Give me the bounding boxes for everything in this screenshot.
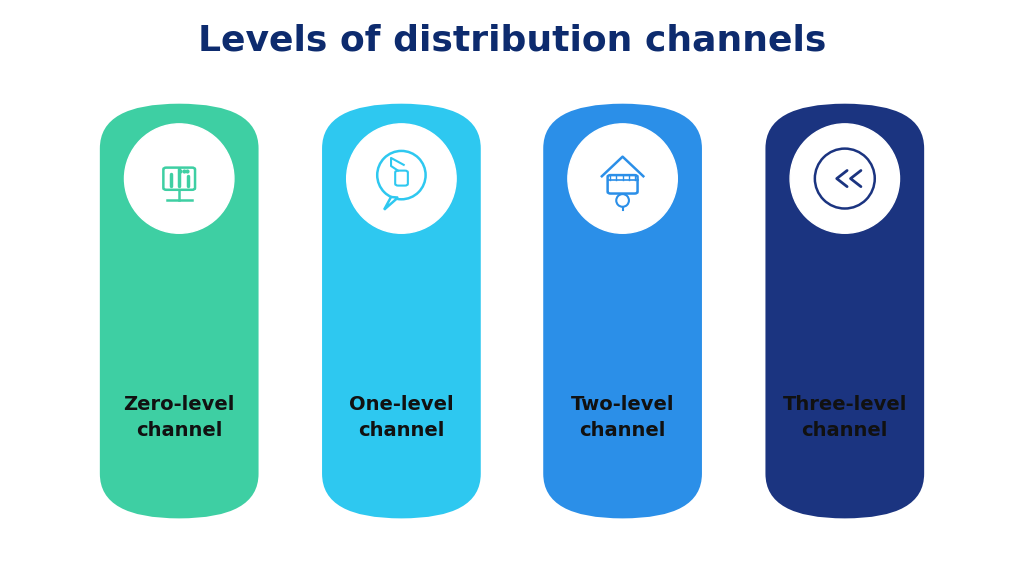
Text: One-level
channel: One-level channel	[349, 395, 454, 440]
Ellipse shape	[791, 124, 899, 233]
FancyBboxPatch shape	[543, 104, 702, 518]
Ellipse shape	[125, 124, 233, 233]
Text: Three-level
channel: Three-level channel	[782, 395, 907, 440]
FancyBboxPatch shape	[99, 104, 258, 518]
FancyBboxPatch shape	[765, 104, 924, 518]
Ellipse shape	[568, 124, 677, 233]
Polygon shape	[384, 197, 398, 210]
Ellipse shape	[347, 124, 456, 233]
Text: Levels of distribution channels: Levels of distribution channels	[198, 23, 826, 58]
Text: Two-level
channel: Two-level channel	[570, 395, 675, 440]
Text: Zero-level
channel: Zero-level channel	[124, 395, 234, 440]
FancyBboxPatch shape	[322, 104, 481, 518]
